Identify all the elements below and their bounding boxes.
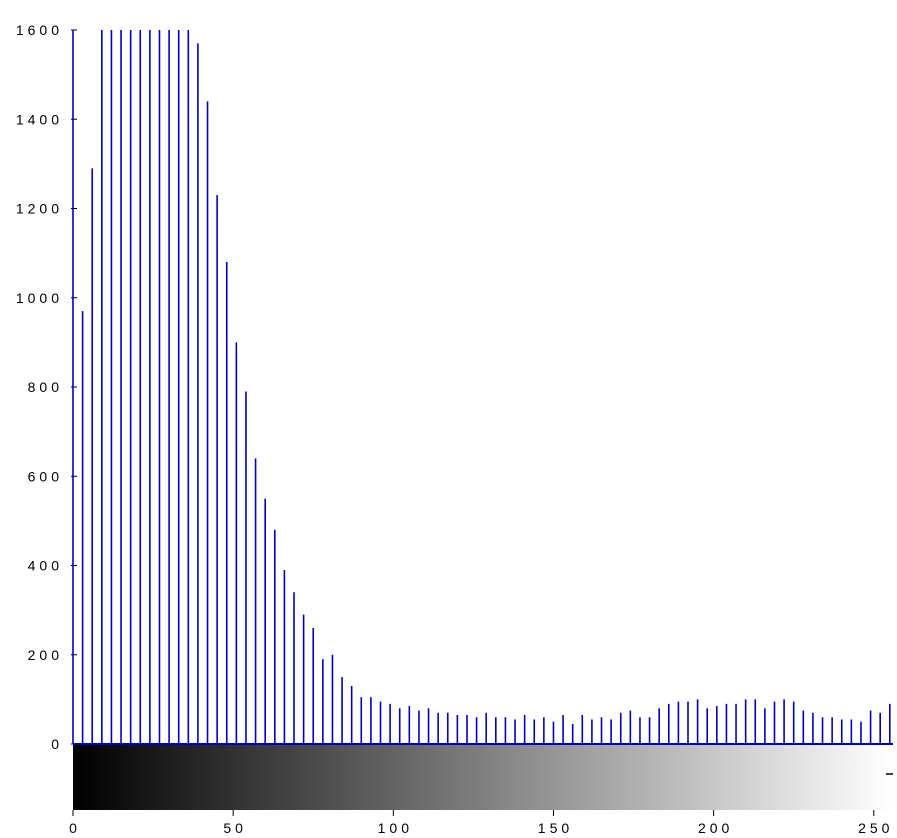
grayscale-colorbar (73, 745, 893, 810)
x-tick-label: 0 (69, 820, 81, 836)
y-tick-label: 400 (28, 558, 63, 574)
y-tick-label: 1200 (16, 201, 63, 217)
x-tick-label: 200 (698, 820, 733, 836)
y-tick-label: 200 (28, 647, 63, 663)
y-tick-label: 800 (28, 379, 63, 395)
y-tick-label: 600 (28, 468, 63, 484)
x-axis: 0 50 100 150 200 250 (69, 810, 893, 836)
y-tick-label: 1600 (16, 22, 63, 38)
y-axis: 0 200 400 600 800 1000 1200 1400 1600 (16, 22, 77, 752)
histogram-stems (72, 30, 891, 744)
x-tick-label: 100 (378, 820, 413, 836)
y-tick-label: 1400 (16, 111, 63, 127)
x-tick-label: 250 (858, 820, 893, 836)
x-tick-label: 150 (538, 820, 573, 836)
x-tick-label: 50 (223, 820, 247, 836)
y-tick-label: 1000 (16, 290, 63, 306)
y-tick-label: 0 (51, 736, 63, 752)
